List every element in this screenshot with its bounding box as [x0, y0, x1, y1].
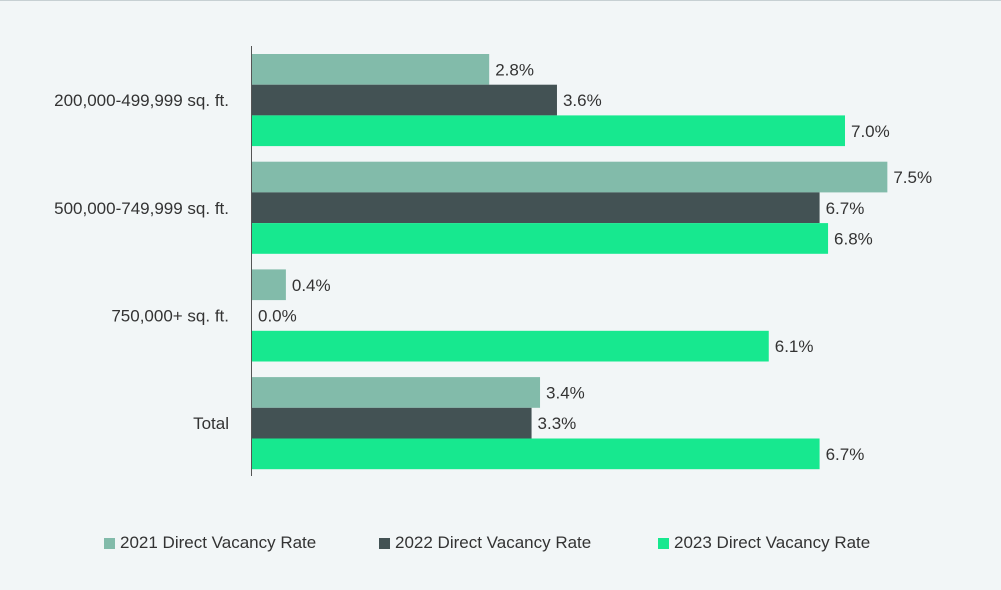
data-label-2022-direct-vacancy-rate-total: 3.3%	[538, 414, 577, 433]
data-label-2022-direct-vacancy-rate-750-000-sq-ft: 0.0%	[258, 306, 297, 325]
data-label-2021-direct-vacancy-rate-750-000-sq-ft: 0.4%	[292, 276, 331, 295]
legend-swatch-2023	[658, 537, 669, 549]
bar-2021-direct-vacancy-rate-750-000-sq-ft	[252, 269, 286, 301]
bar-2023-direct-vacancy-rate-total	[252, 438, 820, 470]
top-divider	[0, 0, 1001, 1]
data-label-2023-direct-vacancy-rate-200-000-499-999-sq-ft: 7.0%	[851, 122, 890, 141]
data-label-2023-direct-vacancy-rate-750-000-sq-ft: 6.1%	[775, 337, 814, 356]
category-labels: 200,000-499,999 sq. ft. 500,000-749,999 s…	[54, 91, 229, 433]
category-label-500-000-749-999-sq-ft: 500,000-749,999 sq. ft.	[54, 199, 229, 218]
legend-swatch-2021	[104, 537, 115, 549]
category-label-total: Total	[193, 414, 229, 433]
legend-item-2022: 2022 Direct Vacancy Rate	[379, 530, 591, 556]
legend-item-2023: 2023 Direct Vacancy Rate	[658, 530, 870, 556]
bar-2023-direct-vacancy-rate-200-000-499-999-sq-ft	[252, 115, 845, 147]
value-labels: 2.8% 3.6% 7.0% 7.5% 6.7% 6.8% 0.4% 0.0% 6.1% 3.4%…	[258, 60, 932, 464]
legend-swatch-2022	[379, 537, 390, 549]
bar-series	[252, 54, 888, 470]
bar-2021-direct-vacancy-rate-200-000-499-999-sq-ft	[252, 54, 490, 85]
legend-label-2023: 2023 Direct Vacancy Rate	[674, 533, 871, 552]
bar-2021-direct-vacancy-rate-total	[252, 377, 541, 408]
legend-item-2021: 2021 Direct Vacancy Rate	[104, 530, 316, 556]
legend-label-2022: 2022 Direct Vacancy Rate	[395, 533, 592, 552]
legend-label-2021: 2021 Direct Vacancy Rate	[120, 533, 317, 552]
data-label-2022-direct-vacancy-rate-200-000-499-999-sq-ft: 3.6%	[563, 91, 602, 110]
bar-2022-direct-vacancy-rate-total	[252, 407, 532, 439]
bar-2022-direct-vacancy-rate-500-000-749-999-sq-ft	[252, 192, 820, 224]
data-label-2022-direct-vacancy-rate-500-000-749-999-sq-ft: 6.7%	[826, 199, 865, 218]
category-label-750-000-sq-ft: 750,000+ sq. ft.	[111, 306, 229, 325]
bar-2023-direct-vacancy-rate-750-000-sq-ft	[252, 330, 769, 362]
bar-2022-direct-vacancy-rate-200-000-499-999-sq-ft	[252, 84, 557, 116]
category-label-200-000-499-999-sq-ft: 200,000-499,999 sq. ft.	[54, 91, 229, 110]
data-label-2023-direct-vacancy-rate-500-000-749-999-sq-ft: 6.8%	[834, 229, 873, 248]
bar-2023-direct-vacancy-rate-500-000-749-999-sq-ft	[252, 223, 829, 254]
data-label-2021-direct-vacancy-rate-200-000-499-999-sq-ft: 2.8%	[495, 60, 534, 79]
bar-2021-direct-vacancy-rate-500-000-749-999-sq-ft	[252, 161, 888, 193]
legend: 2021 Direct Vacancy Rate 2022 Direct Vac…	[0, 530, 1001, 556]
data-label-2023-direct-vacancy-rate-total: 6.7%	[826, 445, 865, 464]
data-label-2021-direct-vacancy-rate-total: 3.4%	[546, 383, 585, 402]
data-label-2021-direct-vacancy-rate-500-000-749-999-sq-ft: 7.5%	[893, 168, 932, 187]
bar-chart: 200,000-499,999 sq. ft. 500,000-749,999 s…	[54, 46, 932, 476]
